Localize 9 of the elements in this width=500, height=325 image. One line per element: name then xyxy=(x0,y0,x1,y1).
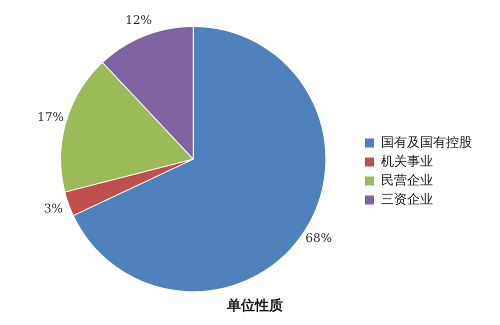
data-label: 68% xyxy=(305,230,332,245)
text: 单位性质 xyxy=(226,297,283,314)
legend-label: 三资企业 xyxy=(381,192,433,208)
legend-label: 民营企业 xyxy=(381,173,433,188)
legend-label: 国有及国有控股 xyxy=(381,135,472,150)
data-label: 12% xyxy=(125,13,152,28)
data-label: 17% xyxy=(37,110,64,124)
data-label: 3% xyxy=(44,202,63,216)
legend-label: 机关事业 xyxy=(381,154,433,170)
